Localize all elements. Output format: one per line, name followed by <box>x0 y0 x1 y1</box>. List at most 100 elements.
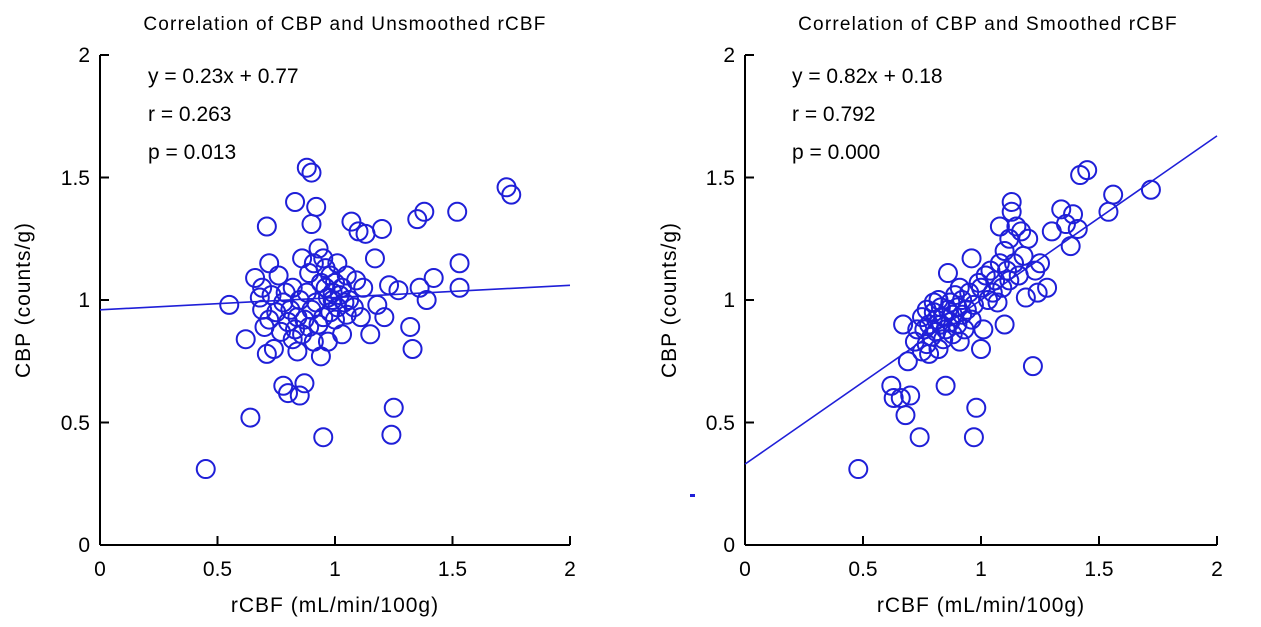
data-point <box>381 424 402 445</box>
data-point <box>1140 179 1161 200</box>
stray-mark <box>690 494 695 497</box>
data-point <box>235 329 256 350</box>
data-point <box>1060 236 1081 257</box>
data-point <box>961 309 982 330</box>
data-point <box>982 282 1003 303</box>
data-point <box>303 253 324 274</box>
data-point <box>961 248 982 269</box>
y-tick-label: 1 <box>723 289 735 312</box>
x-tick-label: 1 <box>329 558 341 581</box>
data-point <box>240 407 261 428</box>
data-point <box>1030 253 1050 274</box>
regression-annotation: y = 0.82x + 0.18 r = 0.792 p = 0.000 <box>792 65 943 164</box>
data-point <box>952 290 973 310</box>
data-point <box>285 192 306 212</box>
x-tick-label: 0.5 <box>848 558 877 581</box>
data-point <box>353 277 374 298</box>
data-point <box>301 214 322 235</box>
data-point <box>296 157 317 178</box>
data-point <box>897 351 918 372</box>
data-point <box>414 201 435 222</box>
data-point <box>1037 277 1058 298</box>
x-tick-label: 0 <box>94 558 106 581</box>
x-tick-label: 2 <box>564 558 576 581</box>
data-point <box>893 314 914 335</box>
data-point <box>966 397 987 418</box>
data-point <box>1051 199 1072 220</box>
data-point <box>928 339 949 359</box>
data-point <box>963 294 984 315</box>
y-tick-label: 2 <box>78 44 90 67</box>
data-point <box>1067 218 1088 239</box>
plot-area <box>99 157 571 480</box>
data-point <box>402 339 423 359</box>
x-tick-label: 0 <box>739 558 751 581</box>
data-point <box>379 275 400 296</box>
data-point <box>317 331 338 352</box>
p-value: p = 0.013 <box>148 141 236 164</box>
data-point <box>388 280 409 301</box>
y-tick-label: 1 <box>78 289 90 312</box>
correlation-coefficient: r = 0.263 <box>148 103 231 126</box>
data-point <box>1015 287 1036 308</box>
data-point <box>1103 184 1124 205</box>
data-point <box>416 290 437 310</box>
data-point <box>287 341 308 362</box>
data-point <box>374 307 395 328</box>
y-tick-label: 0.5 <box>61 412 90 435</box>
data-point <box>313 427 334 448</box>
data-point <box>909 427 930 448</box>
x-tick-label: 2 <box>1211 558 1223 581</box>
data-point <box>501 184 522 205</box>
regression-equation: y = 0.23x + 0.77 <box>148 65 299 88</box>
data-point <box>1077 160 1098 181</box>
data-point <box>1022 356 1043 377</box>
data-point <box>219 294 240 315</box>
chart-panel-smoothed: Correlation of CBP and Smoothed rCBF 0 0… <box>658 14 1223 617</box>
x-tick-label: 0.5 <box>203 558 232 581</box>
data-point <box>1011 221 1032 242</box>
data-point <box>423 267 444 288</box>
data-point <box>987 292 1008 313</box>
data-point <box>996 260 1017 281</box>
data-point <box>278 383 298 404</box>
data-point <box>364 248 385 269</box>
data-point <box>883 388 904 408</box>
data-point <box>268 265 289 286</box>
data-point <box>900 385 921 406</box>
data-point <box>1001 192 1022 212</box>
data-point <box>336 304 357 325</box>
data-point <box>282 329 303 350</box>
correlation-coefficient: r = 0.792 <box>792 103 875 126</box>
y-tick-label: 0 <box>78 534 90 557</box>
data-point <box>249 287 270 308</box>
x-tick-label: 1 <box>975 558 987 581</box>
data-point <box>292 324 313 345</box>
data-point <box>263 339 284 359</box>
data-point <box>289 385 310 406</box>
chart-panel-unsmoothed: Correlation of CBP and Unsmoothed rCBF 0… <box>12 14 576 617</box>
plot-area <box>744 135 1218 480</box>
x-tick-label: 1.5 <box>438 558 467 581</box>
data-point <box>973 319 994 340</box>
x-axis: 0 0.5 1 1.5 2 rCBF (mL/min/100g) <box>94 536 576 617</box>
data-point <box>949 331 970 352</box>
data-point <box>313 248 334 269</box>
y-tick-label: 1.5 <box>706 167 735 190</box>
data-point <box>195 459 216 480</box>
y-tick-label: 2 <box>723 44 735 67</box>
data-point <box>1041 221 1062 242</box>
regression-equation: y = 0.82x + 0.18 <box>792 65 943 88</box>
data-point <box>256 216 277 237</box>
data-point <box>367 294 388 315</box>
x-axis: 0 0.5 1 1.5 2 rCBF (mL/min/100g) <box>739 536 1223 617</box>
data-point <box>449 277 470 298</box>
data-point <box>449 253 470 274</box>
data-point <box>308 238 329 259</box>
data-point <box>294 373 315 394</box>
chart-title: Correlation of CBP and Smoothed rCBF <box>798 14 1178 35</box>
data-point <box>407 209 428 230</box>
data-point <box>1001 201 1022 222</box>
data-point <box>963 427 984 448</box>
data-point <box>975 265 996 286</box>
